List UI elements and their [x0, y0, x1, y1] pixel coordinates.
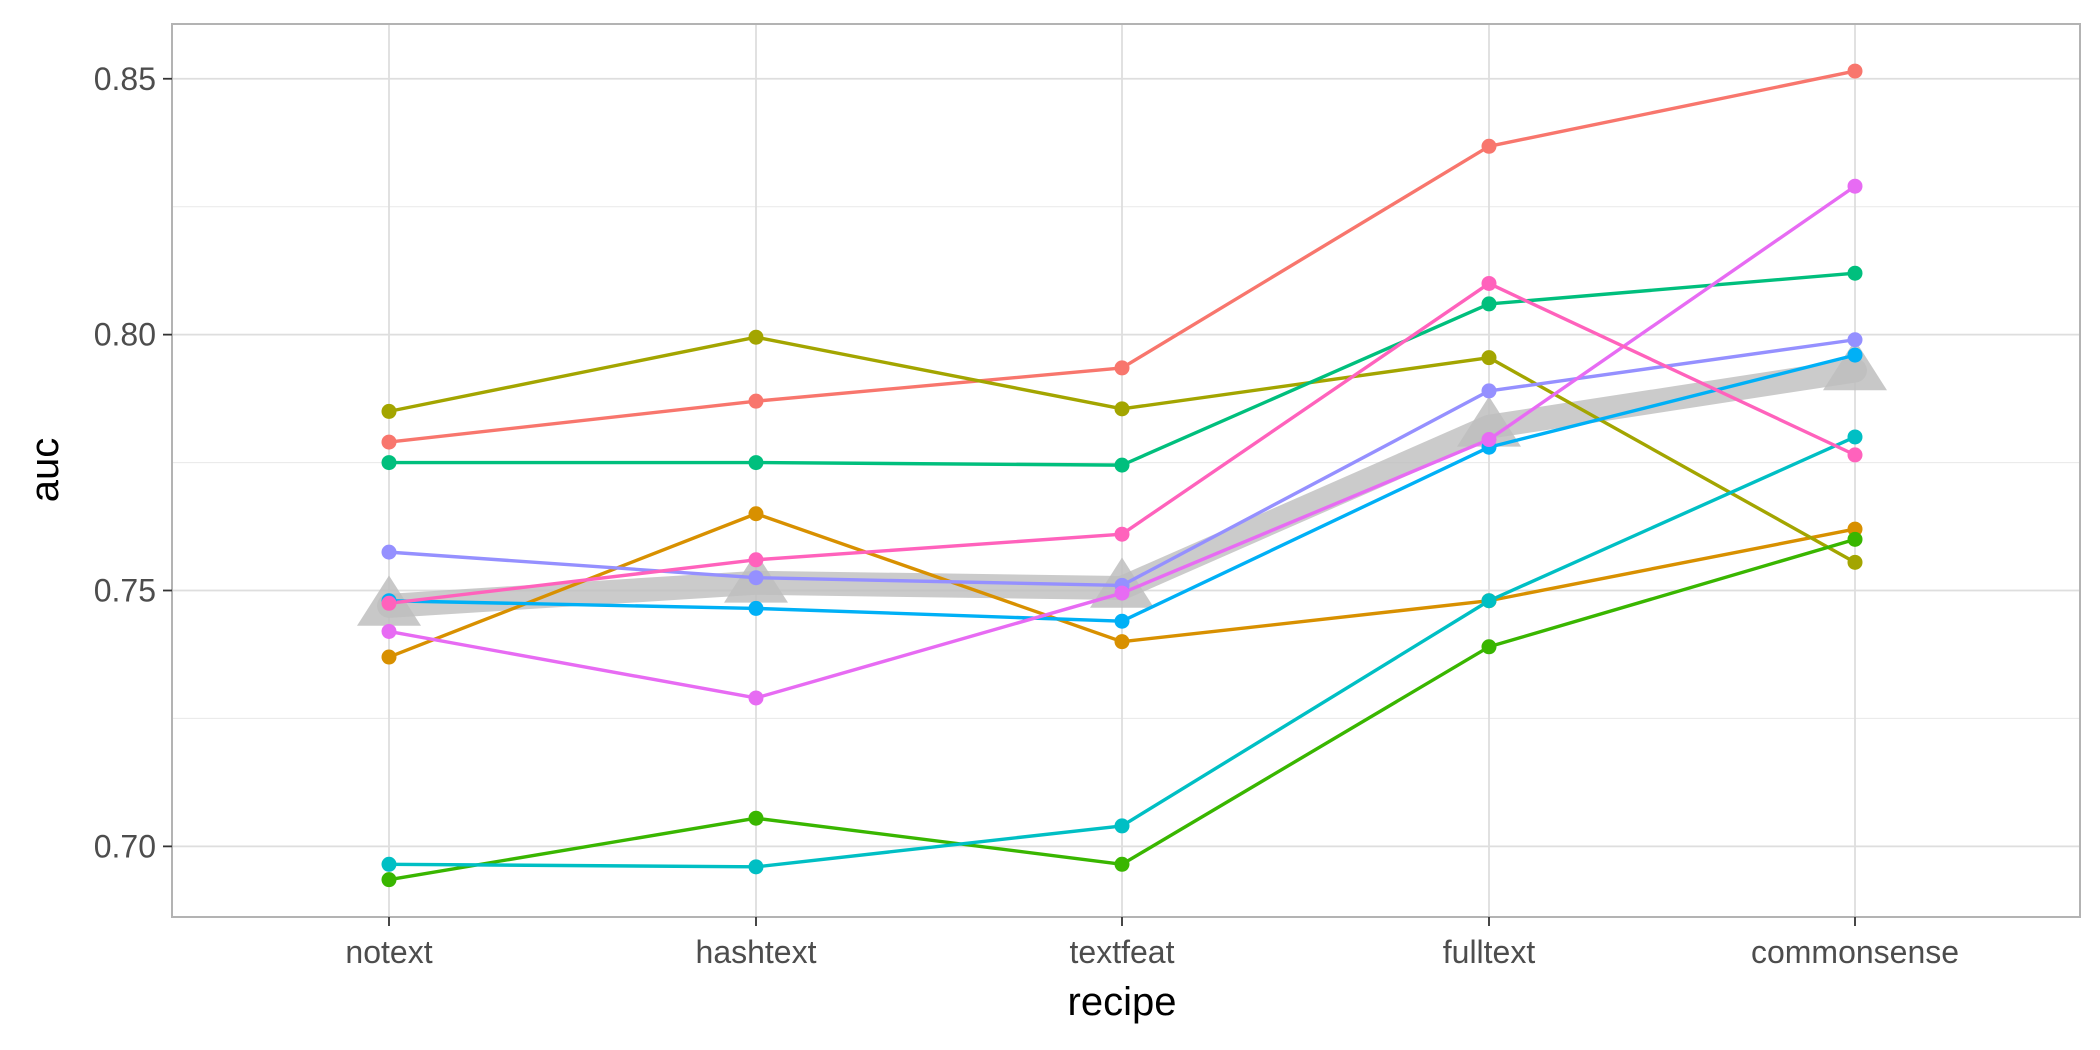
series-point [381, 649, 397, 665]
plot-border [171, 23, 2081, 918]
series-point [1847, 447, 1863, 463]
series-point [748, 810, 764, 826]
y-tick-label: 0.80 [94, 317, 156, 353]
x-tick-label: fulltext [1443, 934, 1536, 970]
mean-triangle-marker [1823, 340, 1887, 391]
series-point [1114, 457, 1130, 473]
series-point [1847, 429, 1863, 445]
series-point [1847, 531, 1863, 547]
series-point [381, 544, 397, 560]
series-point [748, 600, 764, 616]
series-point [1847, 332, 1863, 348]
y-tick-label: 0.70 [94, 828, 156, 864]
series-point [381, 856, 397, 872]
series-point [1114, 585, 1130, 601]
series-point [1481, 350, 1497, 366]
x-tick-label: textfeat [1070, 934, 1175, 970]
series-point [1481, 296, 1497, 312]
series-point [381, 434, 397, 450]
series-point [1114, 856, 1130, 872]
series-point [1114, 613, 1130, 629]
series-point [748, 506, 764, 522]
y-tick-label: 0.85 [94, 61, 156, 97]
series-point [1114, 360, 1130, 376]
series-point [748, 859, 764, 875]
series-point [381, 872, 397, 888]
series-point [1114, 526, 1130, 542]
x-tick-label: notext [345, 934, 432, 970]
series-point [381, 623, 397, 639]
y-axis-ticks: 0.70 0.75 0.80 0.85 [94, 61, 172, 864]
series-point [748, 455, 764, 471]
series-point [1481, 383, 1497, 399]
series-point [1481, 432, 1497, 448]
series-point [1847, 63, 1863, 79]
y-tick-label: 0.75 [94, 573, 156, 609]
series-point [381, 403, 397, 419]
series-point [381, 455, 397, 471]
series-point [748, 570, 764, 586]
series-point [1114, 401, 1130, 417]
series-point [1114, 818, 1130, 834]
series-layer [381, 63, 1863, 888]
x-tick-label: hashtext [696, 934, 817, 970]
x-tick-label: commonsense [1751, 934, 1959, 970]
x-axis-title: recipe [1068, 980, 1177, 1024]
series-point [1481, 639, 1497, 655]
series-point [748, 552, 764, 568]
series-point [748, 329, 764, 345]
x-axis-ticks: notext hashtext textfeat fulltext commonsens… [345, 917, 1959, 970]
series-point [381, 595, 397, 611]
series-point [1847, 554, 1863, 570]
series-point [748, 690, 764, 706]
series-point [1847, 347, 1863, 363]
series-point [1481, 593, 1497, 609]
series-point [1847, 178, 1863, 194]
y-axis-title: auc [23, 438, 67, 503]
series-point [1481, 138, 1497, 154]
series-point [1114, 634, 1130, 650]
series-point [1481, 275, 1497, 291]
series-point [1847, 265, 1863, 281]
series-point [748, 393, 764, 409]
mean-triangle-marker [1457, 396, 1521, 447]
